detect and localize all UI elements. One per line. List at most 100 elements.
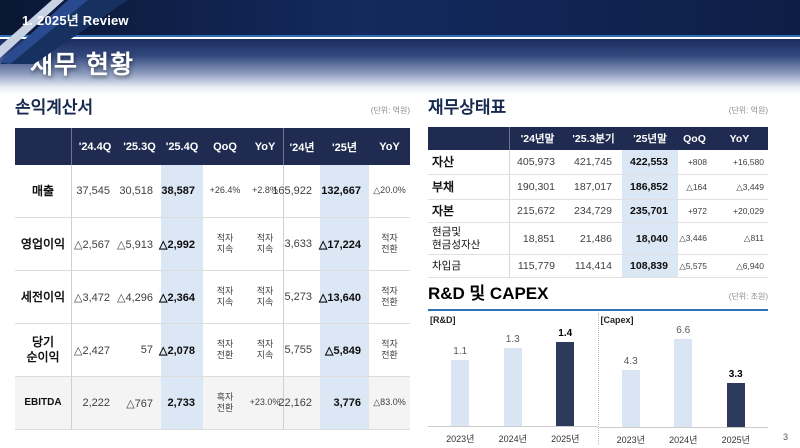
- income-cell: 적자 지속: [247, 324, 283, 377]
- income-cell: 5,273: [283, 271, 320, 324]
- income-cell: △83.0%: [369, 377, 410, 430]
- income-cell: △2,364: [159, 271, 203, 324]
- x-axis-label: 2024년: [669, 435, 698, 445]
- balance-column-header: '25년말: [622, 127, 678, 150]
- rnd-capex-unit: (단위: 조원): [728, 292, 768, 301]
- x-axis-label: 2025년: [721, 435, 750, 445]
- income-cell: 3,776: [320, 377, 369, 430]
- capex-chart-plot: 4.3 6.6 3.3: [598, 325, 768, 428]
- balance-sheet-title: 재무상태표: [428, 98, 507, 117]
- balance-row-label: 차입금: [428, 255, 510, 278]
- bar-column: 1.1: [434, 327, 487, 426]
- income-cell: 적자 지속: [247, 271, 283, 324]
- balance-cell: +808: [678, 150, 711, 175]
- balance-cell: △811: [711, 223, 768, 255]
- bar-value-label: 1.1: [453, 346, 468, 357]
- income-corner-cell: [15, 128, 72, 165]
- bar-value-label: 1.3: [505, 334, 520, 345]
- balance-cell: △164: [678, 175, 711, 200]
- income-column-header: '25.4Q: [161, 128, 203, 165]
- rnd-capex-section: R&D 및 CAPEX (단위: 조원) [R&D] 1.1 1.3 1.4 202…: [428, 284, 768, 445]
- balance-cell: 187,017: [565, 175, 622, 200]
- capex-chart-x-axis: 2023년 2024년 2025년: [599, 428, 769, 446]
- x-axis-label: 2023년: [446, 434, 475, 444]
- income-cell: 165,922: [272, 165, 320, 218]
- balance-column-header: '24년말: [510, 127, 565, 150]
- balance-cell: 186,852: [622, 175, 678, 200]
- balance-cell: △5,575: [678, 255, 711, 278]
- balance-cell: 422,553: [622, 150, 678, 175]
- bar: [451, 360, 470, 426]
- income-cell: △2,567: [72, 218, 118, 271]
- balance-column-header: '25.3분기: [565, 127, 622, 150]
- capex-chart: [Capex] 4.3 6.6 3.3 2023년 2024년 2025년: [597, 313, 769, 446]
- income-cell: +2.8%: [247, 165, 283, 218]
- bar: [621, 370, 640, 427]
- charts-row: [R&D] 1.1 1.3 1.4 2023년 2024년 2025년 [Capex] …: [428, 313, 768, 445]
- balance-cell: +20,029: [711, 200, 768, 223]
- balance-sheet-section: 재무상태표 (단위: 억원) '24년말 '25.3분기 '25년말 QoQ YoY 자산…: [428, 98, 768, 278]
- income-row-label: 당기 순이익: [15, 324, 72, 377]
- capex-chart-label: [Capex]: [600, 315, 634, 325]
- income-statement-table: '24.4Q '25.3Q '25.4Q QoQ YoY '24년 '25년 YoY 매출 37,…: [15, 128, 410, 430]
- balance-row-label: 자본: [428, 200, 510, 223]
- bar-value-label: 1.4: [558, 328, 573, 339]
- balance-cell: +972: [678, 200, 711, 223]
- income-cell: 적자 지속: [203, 271, 247, 324]
- bar-column: 6.6: [657, 325, 710, 427]
- balance-cell: 18,040: [622, 223, 678, 255]
- income-cell: 적자 전환: [369, 218, 410, 271]
- balance-cell: 108,839: [622, 255, 678, 278]
- income-column-header: QoQ: [203, 128, 247, 165]
- page-number: 3: [782, 432, 788, 442]
- income-cell: 22,162: [278, 377, 320, 430]
- balance-cell: 215,672: [510, 200, 565, 223]
- balance-column-header: YoY: [711, 127, 768, 150]
- income-column-header: YoY: [369, 128, 410, 165]
- income-cell: 적자 전환: [369, 271, 410, 324]
- income-column-header: '24.4Q: [72, 128, 118, 165]
- top-bar: [0, 0, 800, 37]
- income-cell: 2,222: [72, 377, 118, 430]
- income-row-label: 영업이익: [15, 218, 72, 271]
- bar-column: 3.3: [710, 325, 763, 427]
- x-axis-label: 2024년: [498, 434, 527, 444]
- balance-row-label: 자산: [428, 150, 510, 175]
- balance-cell: 114,414: [565, 255, 622, 278]
- rnd-capex-title: R&D 및 CAPEX: [428, 284, 549, 303]
- income-statement-unit: (단위: 억원): [370, 106, 410, 115]
- bar-column: 1.3: [487, 327, 540, 426]
- balance-corner-cell: [428, 127, 510, 150]
- income-row-label: 세전이익: [15, 271, 72, 324]
- income-cell: 30,518: [118, 165, 161, 218]
- balance-cell: 21,486: [565, 223, 622, 255]
- bar: [726, 383, 745, 427]
- balance-cell: 190,301: [510, 175, 565, 200]
- balance-cell: 421,745: [565, 150, 622, 175]
- income-cell: 적자 지속: [203, 218, 247, 271]
- bar-value-label: 6.6: [676, 325, 691, 336]
- balance-cell: 405,973: [510, 150, 565, 175]
- income-statement-title: 손익계산서: [15, 98, 94, 117]
- rnd-capex-header: R&D 및 CAPEX (단위: 조원): [428, 284, 768, 311]
- income-cell: △20.0%: [369, 165, 410, 218]
- balance-cell: △3,446: [678, 223, 711, 255]
- rnd-chart-plot: 1.1 1.3 1.4: [428, 327, 598, 427]
- income-cell: 38,587: [161, 165, 203, 218]
- bar-column: 4.3: [605, 325, 658, 427]
- income-cell: △5,913: [117, 218, 161, 271]
- balance-cell: 18,851: [510, 223, 565, 255]
- income-cell: △767: [118, 377, 161, 430]
- income-cell: 57: [118, 324, 161, 377]
- balance-row-label: 현금및 현금성자산: [428, 223, 510, 255]
- balance-cell: 115,779: [510, 255, 565, 278]
- balance-cell: △6,940: [711, 255, 768, 278]
- income-cell: 3,633: [283, 218, 320, 271]
- rnd-chart-label: [R&D]: [430, 315, 456, 325]
- income-cell: △4,296: [117, 271, 161, 324]
- balance-row-label: 부채: [428, 175, 510, 200]
- income-cell: 적자 지속: [247, 218, 283, 271]
- bar: [556, 342, 575, 426]
- balance-sheet-unit: (단위: 억원): [728, 106, 768, 115]
